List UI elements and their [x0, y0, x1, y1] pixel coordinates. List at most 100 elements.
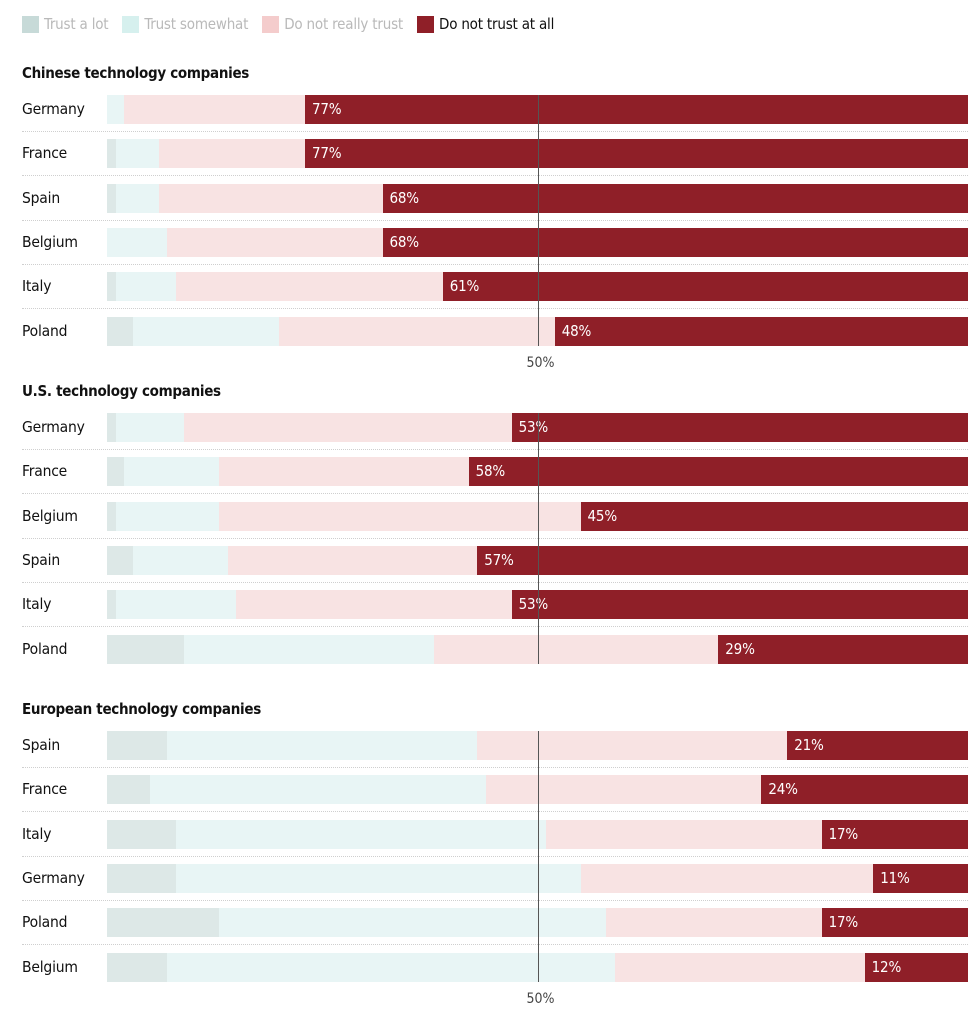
- bar-segment-trust-somewhat[interactable]: [107, 227, 168, 257]
- row-label-belgium: Belgium: [22, 506, 78, 525]
- bar-segment-trust-somewhat[interactable]: [124, 457, 219, 487]
- legend-item-trust-somewhat[interactable]: Trust somewhat: [122, 15, 248, 33]
- bar-segment-trust-a-lot[interactable]: [107, 272, 116, 302]
- bar-segment-not-at-all[interactable]: [382, 227, 968, 257]
- bar-segment-trust-a-lot[interactable]: [107, 775, 151, 805]
- bar-segment-not-really[interactable]: [606, 908, 822, 938]
- bar-value-label: 58%: [475, 462, 506, 481]
- bar-segment-not-at-all[interactable]: [864, 952, 968, 982]
- bar-segment-not-at-all[interactable]: [511, 590, 968, 620]
- bar-value-label: 61%: [449, 277, 480, 296]
- bar-segment-trust-a-lot[interactable]: [107, 457, 125, 487]
- bar-segment-not-at-all[interactable]: [442, 272, 968, 302]
- bar-segment-trust-somewhat[interactable]: [115, 139, 159, 169]
- bar-segment-not-at-all[interactable]: [305, 139, 968, 169]
- panel-title: U.S. technology companies: [22, 382, 221, 400]
- bar-segment-trust-a-lot[interactable]: [107, 413, 116, 442]
- bar-segment-trust-somewhat[interactable]: [184, 634, 435, 664]
- bar-segment-not-really[interactable]: [124, 95, 306, 124]
- bar-segment-trust-somewhat[interactable]: [132, 545, 228, 575]
- legend-swatch: [122, 15, 140, 33]
- bar-segment-not-really[interactable]: [580, 863, 874, 893]
- bar-segment-trust-somewhat[interactable]: [175, 819, 547, 849]
- bar-segment-trust-a-lot[interactable]: [107, 183, 116, 213]
- bar-segment-not-really[interactable]: [614, 952, 865, 982]
- bar-segment-trust-a-lot[interactable]: [107, 908, 219, 938]
- bar-segment-trust-a-lot[interactable]: [107, 819, 176, 849]
- bar-segment-trust-somewhat[interactable]: [115, 183, 159, 213]
- bar-segment-not-at-all[interactable]: [305, 95, 968, 124]
- bar-segment-trust-a-lot[interactable]: [107, 952, 168, 982]
- bar-segment-trust-a-lot[interactable]: [107, 863, 176, 893]
- bar-segment-not-at-all[interactable]: [477, 545, 968, 575]
- row-divider: [22, 219, 968, 221]
- legend-swatch: [22, 15, 39, 33]
- legend-item-trust-a-lot[interactable]: Trust a lot: [22, 15, 109, 33]
- bar-segment-not-really[interactable]: [227, 545, 478, 575]
- bar-segment-not-really[interactable]: [218, 501, 581, 531]
- bar-segment-not-really[interactable]: [158, 183, 383, 213]
- bar-segment-not-at-all[interactable]: [718, 634, 968, 664]
- row-divider: [22, 944, 968, 946]
- bar-segment-trust-somewhat[interactable]: [218, 908, 607, 938]
- row-label-spain: Spain: [22, 550, 60, 569]
- bar-segment-trust-somewhat[interactable]: [115, 590, 237, 620]
- bar-segment-trust-a-lot[interactable]: [107, 731, 168, 760]
- bar-segment-not-really[interactable]: [158, 139, 306, 169]
- bar-value-label: 21%: [794, 736, 824, 754]
- axis-label-50: 50%: [526, 354, 555, 371]
- bar-segment-not-at-all[interactable]: [761, 775, 968, 805]
- bar-segment-trust-a-lot[interactable]: [107, 139, 116, 169]
- bar-value-label: 77%: [312, 144, 342, 163]
- bar-segment-trust-a-lot[interactable]: [107, 316, 133, 346]
- bar-segment-not-really[interactable]: [434, 634, 719, 664]
- bar-segment-not-really[interactable]: [485, 775, 762, 805]
- legend-item-not-really[interactable]: Do not really trust: [262, 15, 403, 33]
- bar-segment-not-at-all[interactable]: [382, 183, 968, 213]
- bar-segment-not-at-all[interactable]: [468, 457, 968, 487]
- bar-segment-trust-a-lot[interactable]: [107, 590, 116, 620]
- row-label-belgium: Belgium: [22, 232, 78, 251]
- row-divider: [22, 811, 968, 813]
- row-divider: [22, 767, 968, 768]
- bar-segment-not-really[interactable]: [236, 590, 512, 620]
- bar-segment-not-at-all[interactable]: [580, 501, 968, 531]
- bar-segment-trust-somewhat[interactable]: [150, 775, 486, 805]
- bar-segment-trust-somewhat[interactable]: [115, 501, 219, 531]
- bar-value-label: 29%: [725, 639, 755, 658]
- bar-segment-trust-somewhat[interactable]: [115, 272, 176, 302]
- legend-label: Do not trust at all: [439, 15, 555, 33]
- row-label-france: France: [22, 462, 68, 481]
- bar-segment-trust-somewhat[interactable]: [107, 95, 125, 124]
- bar-segment-not-really[interactable]: [279, 316, 555, 346]
- bar-segment-not-at-all[interactable]: [873, 863, 968, 893]
- bar-segment-not-really[interactable]: [167, 227, 383, 257]
- bar-segment-trust-a-lot[interactable]: [107, 634, 185, 664]
- bar-value-label: 45%: [587, 506, 618, 525]
- bar-segment-not-at-all[interactable]: [511, 413, 968, 442]
- bar-segment-trust-a-lot[interactable]: [107, 545, 133, 575]
- bar-segment-not-at-all[interactable]: [821, 819, 968, 849]
- row-label-italy: Italy: [22, 277, 52, 296]
- bar-segment-not-really[interactable]: [218, 457, 469, 487]
- bar-segment-not-at-all[interactable]: [787, 731, 968, 760]
- bar-segment-trust-somewhat[interactable]: [167, 731, 478, 760]
- row-divider: [22, 855, 968, 857]
- bar-segment-trust-a-lot[interactable]: [107, 501, 116, 531]
- chart-legend: Trust a lot Trust somewhat Do not really t…: [22, 14, 568, 34]
- bar-segment-not-at-all[interactable]: [821, 908, 968, 938]
- bar-segment-not-really[interactable]: [477, 731, 788, 760]
- bar-segment-not-really[interactable]: [546, 819, 822, 849]
- bar-segment-not-really[interactable]: [175, 272, 443, 302]
- bar-segment-trust-somewhat[interactable]: [132, 316, 280, 346]
- bar-segment-not-at-all[interactable]: [554, 316, 968, 346]
- row-label-italy: Italy: [22, 595, 52, 614]
- bar-segment-trust-somewhat[interactable]: [167, 952, 615, 982]
- bar-segment-trust-somewhat[interactable]: [115, 413, 185, 442]
- axis-label-50: 50%: [526, 990, 555, 1007]
- bar-segment-not-really[interactable]: [184, 413, 512, 442]
- bar-segment-trust-somewhat[interactable]: [175, 863, 581, 893]
- legend-item-not-at-all[interactable]: Do not trust at all: [417, 15, 554, 33]
- row-divider: [22, 175, 968, 177]
- bar-value-label: 68%: [389, 188, 420, 207]
